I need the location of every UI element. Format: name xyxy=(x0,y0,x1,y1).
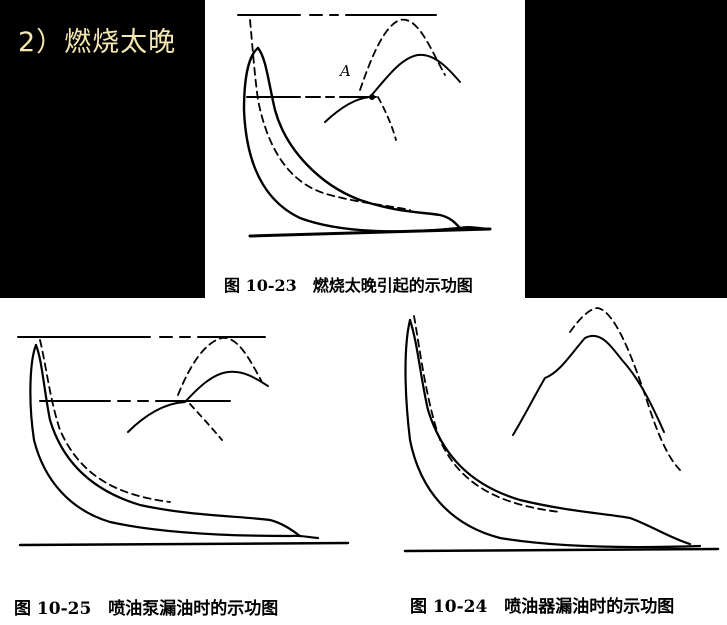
normal-combustion-dashed-left xyxy=(39,339,171,503)
late-pressure-curve-right xyxy=(512,334,665,436)
indicator-loop-upper-left xyxy=(34,343,302,538)
normal-combustion-dashed-right xyxy=(413,315,561,513)
normal-peak-dashed-right xyxy=(569,307,681,471)
late-pressure-curve-left xyxy=(127,370,269,433)
normal-combustion-dashed xyxy=(249,19,411,211)
diagram-injector-leak xyxy=(403,307,720,553)
figure-caption-10-24: 图 10-24 喷油器漏油时的示功图 xyxy=(410,597,675,617)
figure-caption-10-23: 图 10-23 燃烧太晚引起的示功图 xyxy=(224,276,473,295)
atmospheric-baseline xyxy=(248,227,492,238)
indicator-loop-solid-left xyxy=(29,343,320,540)
figure-bottom-right-panel xyxy=(375,298,727,625)
indicator-loop-solid xyxy=(242,46,490,233)
diagram-late-combustion xyxy=(237,14,492,238)
pointer-dashed-left xyxy=(189,403,223,441)
atmospheric-baseline-right xyxy=(403,547,720,553)
late-pressure-curve xyxy=(324,53,461,123)
pointer-dashed xyxy=(377,96,397,141)
slide-heading: 2）燃烧太晚 xyxy=(18,27,177,58)
indicator-loop-upper xyxy=(256,46,462,230)
diagram-pump-leak xyxy=(17,336,350,547)
point-a-label: A xyxy=(340,62,351,80)
indicator-loop-upper-right xyxy=(408,318,692,546)
indicator-loop-solid-right xyxy=(404,318,702,549)
figure-caption-10-25: 图 10-25 喷油泵漏油时的示功图 xyxy=(14,599,279,619)
point-a-marker xyxy=(369,94,375,100)
figure-bottom-left-panel xyxy=(0,298,375,625)
normal-peak-dashed xyxy=(359,18,446,91)
normal-peak-dashed-left xyxy=(177,337,263,396)
atmospheric-baseline-left xyxy=(18,541,350,547)
